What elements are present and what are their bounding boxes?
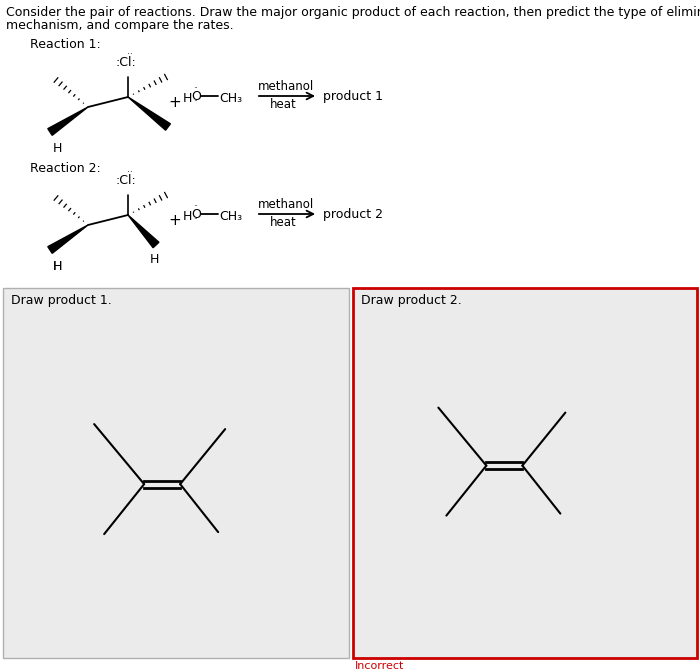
Polygon shape [48,225,88,254]
Text: product 2: product 2 [323,208,383,221]
Bar [3,288,349,658]
Text: Reaction 2:: Reaction 2: [30,162,101,175]
Text: Draw product 1.: Draw product 1. [11,294,112,307]
Text: Reaction 1:: Reaction 1: [30,38,101,51]
Text: ··: ·· [193,84,197,93]
Text: H: H [53,260,62,273]
Text: O: O [191,208,201,221]
Text: ··: ·· [193,202,197,211]
Text: ··: ·· [127,50,133,59]
Text: O: O [191,90,201,103]
Text: +: + [168,213,181,228]
Text: CH₃: CH₃ [219,210,242,223]
Text: ··: ·· [127,168,133,177]
Text: :Cl:: :Cl: [116,174,136,187]
Text: heat: heat [270,98,297,111]
Text: H: H [53,142,62,155]
Polygon shape [128,215,159,248]
Text: Consider the pair of reactions. Draw the major organic product of each reaction,: Consider the pair of reactions. Draw the… [6,6,700,19]
Text: H: H [53,260,62,273]
Text: H: H [150,253,160,266]
Text: methanol: methanol [258,198,314,211]
Text: ··: ·· [193,97,197,106]
Text: CH₃: CH₃ [219,92,242,105]
Text: mechanism, and compare the rates.: mechanism, and compare the rates. [6,19,234,32]
Text: ··: ·· [193,215,197,224]
Text: H: H [183,210,193,223]
Bar [353,288,697,658]
Text: Incorrect: Incorrect [355,661,405,671]
Polygon shape [48,107,88,136]
Text: :Cl:: :Cl: [116,56,136,69]
Text: H: H [183,92,193,105]
Polygon shape [128,97,170,130]
Text: heat: heat [270,216,297,229]
Text: +: + [168,95,181,110]
Text: methanol: methanol [258,80,314,93]
Text: Draw product 2.: Draw product 2. [361,294,462,307]
Text: product 1: product 1 [323,90,383,103]
